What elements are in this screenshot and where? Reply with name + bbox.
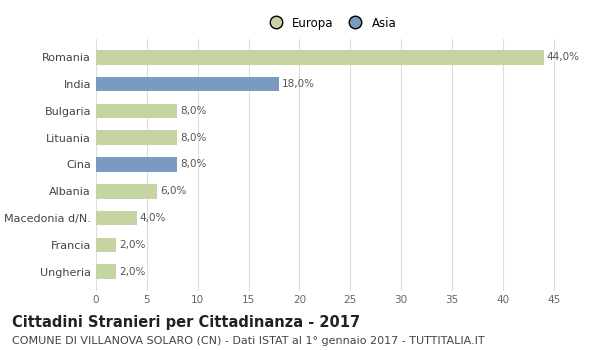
Text: 2,0%: 2,0%	[119, 267, 146, 277]
Text: 8,0%: 8,0%	[181, 106, 207, 116]
Bar	[96, 264, 116, 279]
Bar	[96, 50, 544, 65]
Text: 44,0%: 44,0%	[547, 52, 580, 62]
Bar	[96, 104, 178, 118]
Text: COMUNE DI VILLANOVA SOLARO (CN) - Dati ISTAT al 1° gennaio 2017 - TUTTITALIA.IT: COMUNE DI VILLANOVA SOLARO (CN) - Dati I…	[12, 336, 485, 346]
Bar	[96, 238, 116, 252]
Legend: Europa, Asia: Europa, Asia	[262, 14, 398, 32]
Text: 8,0%: 8,0%	[181, 133, 207, 143]
Bar	[96, 130, 178, 145]
Text: 2,0%: 2,0%	[119, 240, 146, 250]
Bar	[96, 77, 279, 91]
Bar	[96, 157, 178, 172]
Bar	[96, 211, 137, 225]
Bar	[96, 184, 157, 199]
Text: 18,0%: 18,0%	[282, 79, 315, 89]
Text: 4,0%: 4,0%	[140, 213, 166, 223]
Text: Cittadini Stranieri per Cittadinanza - 2017: Cittadini Stranieri per Cittadinanza - 2…	[12, 315, 360, 330]
Text: 8,0%: 8,0%	[181, 160, 207, 169]
Text: 6,0%: 6,0%	[160, 186, 187, 196]
